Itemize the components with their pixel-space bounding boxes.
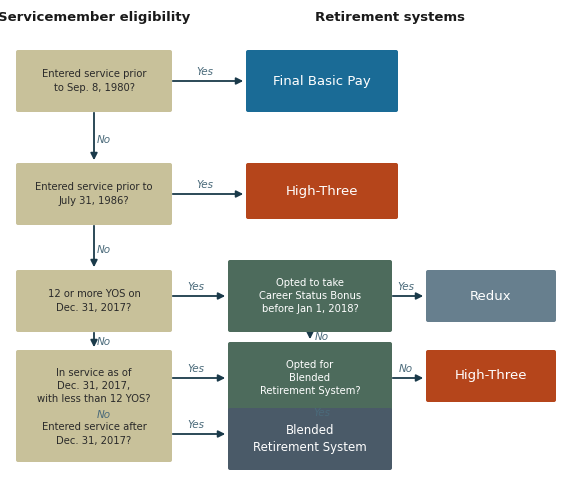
Text: Opted for
Blended
Retirement System?: Opted for Blended Retirement System? bbox=[260, 360, 361, 396]
Text: No: No bbox=[315, 332, 329, 342]
Text: Opted to take
Career Status Bonus
before Jan 1, 2018?: Opted to take Career Status Bonus before… bbox=[259, 278, 361, 314]
FancyBboxPatch shape bbox=[426, 270, 556, 322]
Text: No: No bbox=[97, 410, 111, 420]
Text: High-Three: High-Three bbox=[286, 184, 358, 197]
Text: Yes: Yes bbox=[313, 408, 331, 418]
Text: Servicemember eligibility: Servicemember eligibility bbox=[0, 12, 190, 24]
FancyBboxPatch shape bbox=[228, 260, 392, 332]
FancyBboxPatch shape bbox=[246, 50, 398, 112]
FancyBboxPatch shape bbox=[16, 50, 172, 112]
Text: 12 or more YOS on
Dec. 31, 2017?: 12 or more YOS on Dec. 31, 2017? bbox=[48, 289, 141, 312]
Text: No: No bbox=[97, 337, 111, 347]
FancyBboxPatch shape bbox=[228, 342, 392, 414]
Text: Blended
Retirement System: Blended Retirement System bbox=[253, 424, 367, 454]
Text: Final Basic Pay: Final Basic Pay bbox=[273, 74, 371, 87]
Text: Entered service prior
to Sep. 8, 1980?: Entered service prior to Sep. 8, 1980? bbox=[41, 70, 146, 93]
Text: Yes: Yes bbox=[188, 282, 204, 292]
Text: Yes: Yes bbox=[397, 282, 415, 292]
FancyBboxPatch shape bbox=[228, 408, 392, 470]
Text: High-Three: High-Three bbox=[454, 370, 527, 383]
Text: Entered service prior to
July 31, 1986?: Entered service prior to July 31, 1986? bbox=[35, 182, 153, 205]
FancyBboxPatch shape bbox=[16, 163, 172, 225]
Text: Retirement systems: Retirement systems bbox=[315, 12, 465, 24]
Text: No: No bbox=[97, 245, 111, 255]
Text: No: No bbox=[399, 364, 413, 374]
Text: Yes: Yes bbox=[188, 364, 204, 374]
Text: Yes: Yes bbox=[196, 180, 214, 190]
FancyBboxPatch shape bbox=[246, 163, 398, 219]
Text: In service as of
Dec. 31, 2017,
with less than 12 YOS?: In service as of Dec. 31, 2017, with les… bbox=[37, 368, 151, 404]
Text: No: No bbox=[97, 135, 111, 145]
FancyBboxPatch shape bbox=[16, 350, 172, 422]
Text: Entered service after
Dec. 31, 2017?: Entered service after Dec. 31, 2017? bbox=[41, 422, 146, 445]
Text: Yes: Yes bbox=[188, 420, 204, 430]
Text: Yes: Yes bbox=[196, 67, 214, 77]
FancyBboxPatch shape bbox=[426, 350, 556, 402]
Text: Redux: Redux bbox=[470, 289, 512, 302]
FancyBboxPatch shape bbox=[16, 270, 172, 332]
FancyBboxPatch shape bbox=[16, 406, 172, 462]
